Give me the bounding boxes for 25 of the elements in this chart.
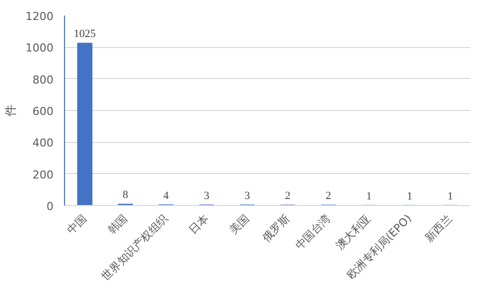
data-label: 4 <box>163 190 170 202</box>
y-tick-label: 800 <box>32 73 54 86</box>
data-label: 2 <box>326 190 332 202</box>
y-tick-label: 1000 <box>26 42 54 55</box>
data-label: 1 <box>366 190 372 202</box>
x-tick-label: 日本 <box>186 212 212 237</box>
data-label: 1 <box>406 190 412 202</box>
x-tick-label: 新西兰 <box>422 212 455 244</box>
x-tick-label: 中国 <box>64 212 90 237</box>
data-label: 8 <box>122 189 129 202</box>
x-tick-label: 中国台湾 <box>292 212 333 252</box>
y-tick-label: 0 <box>46 200 54 213</box>
x-tick-label: 俄罗斯 <box>260 212 292 244</box>
data-label: 1025 <box>74 28 96 40</box>
y-tick-label: 200 <box>32 168 54 182</box>
data-label: 1 <box>447 190 453 202</box>
data-label: 2 <box>285 190 291 202</box>
y-axis-title: 件 <box>4 104 18 116</box>
y-tick-label: 600 <box>32 105 54 118</box>
data-label: 3 <box>204 190 210 202</box>
y-tick-label: 1200 <box>26 10 54 23</box>
data-label: 3 <box>244 190 250 202</box>
y-tick-label: 400 <box>32 136 54 150</box>
x-tick-label: 美国 <box>227 212 252 237</box>
x-tick-label: 韩国 <box>105 212 130 237</box>
